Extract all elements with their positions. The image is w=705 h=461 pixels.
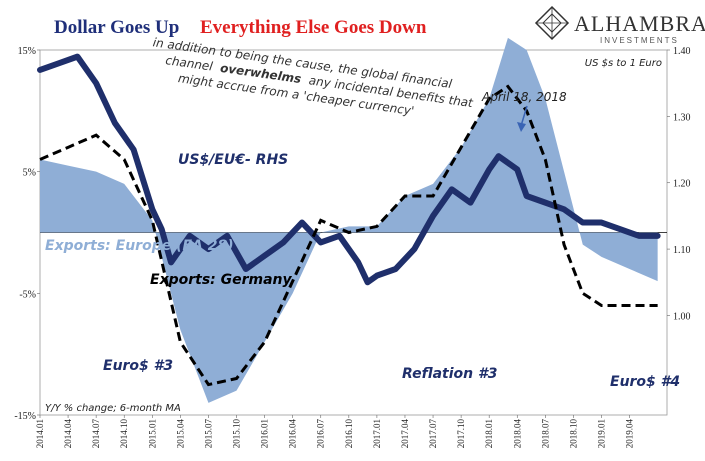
x-tick-label: 2016.10	[344, 419, 354, 449]
x-tick-label: 2015.10	[232, 419, 242, 449]
x-tick-label: 2016.07	[316, 419, 326, 449]
right-tick-label: 1.00	[673, 311, 691, 322]
x-tick-label: 2014.01	[35, 419, 45, 448]
x-tick-label: 2019.04	[625, 419, 635, 449]
x-tick-label: 2016.04	[288, 419, 298, 449]
right-tick-label: 1.20	[673, 179, 691, 190]
right-tick-label: 1.30	[673, 112, 691, 123]
logo-sub: INVESTMENTS	[600, 36, 679, 45]
series-europe-area	[40, 37, 658, 403]
rhs-unit-label: US $s to 1 Euro	[585, 58, 662, 69]
x-tick-label: 2018.04	[512, 419, 522, 449]
logo-name: ALHAMBRA	[574, 11, 705, 36]
series-usd-line	[37, 53, 661, 286]
x-tick-label: 2014.10	[119, 419, 129, 449]
april-arrow	[520, 105, 528, 127]
europe-series-label: Exports: Europe (EA 28)	[45, 238, 234, 254]
x-tick-label: 2014.04	[63, 419, 73, 449]
april-arrow-head	[517, 122, 526, 132]
left-tick-label: -15%	[14, 411, 36, 422]
left-tick-label: 5%	[23, 168, 36, 179]
euro3-label: Euro$ #3	[103, 358, 173, 374]
euro4-label: Euro$ #4	[610, 374, 680, 390]
april-label: April 18, 2018	[481, 90, 567, 104]
x-tick-label: 2017.01	[372, 419, 382, 448]
quote-line-2-pre: channel	[165, 53, 215, 74]
usd-series-label: US$/EU€- RHS	[178, 152, 288, 168]
x-tick-label: 2015.07	[203, 419, 213, 449]
x-tick-label: 2015.01	[147, 419, 157, 448]
chart-title-part2: Everything Else Goes Down	[200, 17, 427, 38]
right-tick-label: 1.10	[673, 245, 691, 256]
x-tick-label: 2017.10	[456, 419, 466, 449]
x-tick-label: 2018.10	[568, 419, 578, 449]
left-tick-label: 15%	[18, 46, 36, 57]
alhambra-logo: ALHAMBRA INVESTMENTS	[534, 5, 705, 45]
left-tick-label: -5%	[19, 289, 36, 300]
x-tick-label: 2016.01	[260, 419, 270, 448]
reflation3-label: Reflation #3	[402, 366, 497, 382]
x-tick-label: 2017.04	[400, 419, 410, 449]
x-tick-label: 2017.07	[428, 419, 438, 449]
right-tick-label: 1.40	[673, 46, 691, 57]
series-germany-line	[39, 84, 658, 387]
chart-title-part1: Dollar Goes Up	[54, 17, 179, 38]
footnote: Y/Y % change; 6-month MA	[45, 403, 181, 414]
x-tick-label: 2018.01	[484, 419, 494, 448]
x-tick-label: 2018.07	[540, 419, 550, 449]
germany-series-label: Exports: Germany	[150, 272, 293, 288]
x-tick-label: 2014.07	[91, 419, 101, 449]
quote-annotation: in addition to being the cause, the glob…	[152, 35, 475, 118]
x-tick-label: 2015.04	[175, 419, 185, 449]
x-tick-label: 2019.01	[596, 419, 606, 448]
